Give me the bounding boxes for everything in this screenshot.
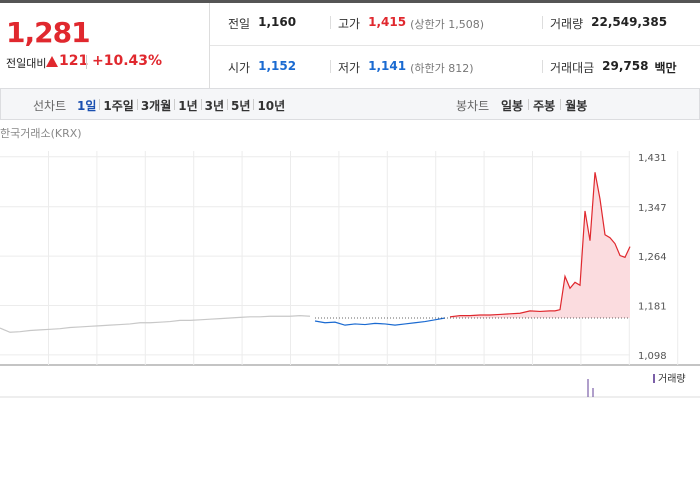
sep — [99, 99, 101, 110]
stat-note: (하한가 812) — [410, 62, 474, 75]
change: 121 — [59, 53, 89, 69]
tab-label: 봉차트 — [456, 99, 490, 113]
stat-label: 고가 — [338, 17, 361, 31]
stat-value: 1,415 — [368, 15, 407, 29]
stat-note: (상한가 1,508) — [410, 18, 484, 31]
stat-value: 29,758 — [602, 59, 649, 73]
tab[interactable]: 3개월 — [140, 99, 172, 113]
y-tick-label: 1,347 — [638, 203, 667, 214]
sep — [528, 99, 530, 110]
divider — [210, 45, 700, 46]
sep — [330, 60, 331, 73]
volume-legend-icon — [653, 374, 655, 383]
tab[interactable]: 1년 — [178, 99, 198, 113]
sep — [200, 99, 202, 110]
line — [0, 315, 311, 333]
chart: 한국거래소(KRX) 1,431 1,347 1,264 1,181 1,098 거래량 — [0, 127, 700, 398]
volume-bar — [592, 388, 594, 397]
line — [314, 317, 446, 326]
sep — [253, 99, 255, 110]
top-border — [0, 0, 700, 3]
stat-label: 저가 — [338, 61, 361, 75]
tab[interactable]: 일봉 — [501, 99, 524, 113]
y-tick-label: 1,431 — [638, 153, 667, 164]
tab-label: 선차트 — [33, 99, 67, 113]
change-label: 전일대비 — [6, 57, 47, 70]
sep — [136, 99, 138, 110]
tab-bar — [0, 88, 700, 120]
stat-value: 1,160 — [258, 15, 297, 29]
tab[interactable]: 5년 — [231, 99, 251, 113]
stat-label: 거래대금 — [550, 61, 595, 75]
stat-value: 1,152 — [258, 59, 297, 73]
y-tick-label: 1,181 — [638, 302, 667, 313]
stat-value: 1,141 — [368, 59, 407, 73]
sep — [542, 16, 543, 29]
tab[interactable]: 10년 — [257, 99, 286, 113]
up-icon — [46, 56, 58, 67]
volume-bar — [587, 379, 589, 397]
divider — [209, 3, 210, 88]
tab[interactable]: 월봉 — [565, 99, 588, 113]
stat-label: 전일 — [228, 17, 251, 31]
sep — [542, 60, 543, 73]
line — [449, 172, 631, 318]
tab[interactable]: 3년 — [204, 99, 225, 113]
stat-label: 거래량 — [550, 17, 584, 31]
volume-legend: 거래량 — [658, 373, 686, 385]
source: 한국거래소(KRX) — [0, 127, 82, 140]
tab[interactable]: 주봉 — [533, 99, 556, 113]
tab[interactable]: 1일 — [77, 99, 97, 113]
sep — [174, 99, 176, 110]
area — [450, 172, 630, 319]
tab[interactable]: 1주일 — [103, 99, 134, 113]
price: 1,281 — [6, 16, 91, 49]
sep — [86, 55, 87, 69]
sep — [330, 16, 331, 29]
sep — [227, 99, 229, 110]
y-tick-label: 1,264 — [638, 252, 667, 263]
y-tick-label: 1,098 — [638, 351, 667, 362]
rate: +10.43% — [92, 53, 163, 69]
stat-label: 시가 — [228, 61, 251, 75]
stat-value: 22,549,385 — [591, 15, 668, 29]
sep — [560, 99, 562, 110]
stat-unit: 백만 — [654, 61, 677, 75]
